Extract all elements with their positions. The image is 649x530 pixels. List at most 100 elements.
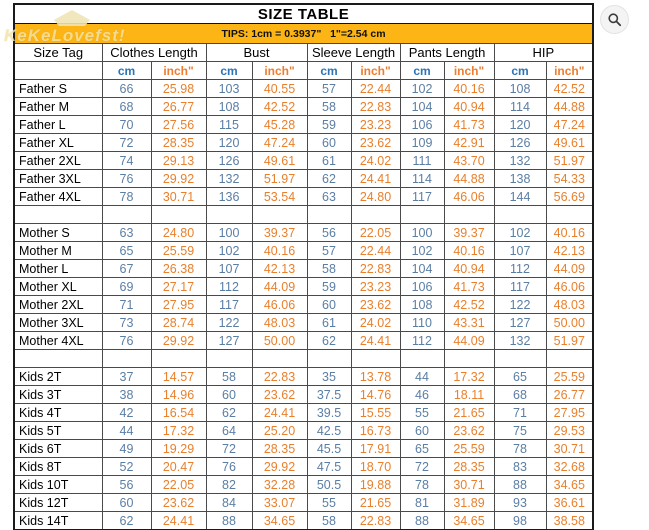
inch-value-cell: 16.73 bbox=[350, 421, 401, 440]
empty-cell bbox=[545, 205, 594, 224]
cm-value-cell: 115 bbox=[205, 115, 253, 134]
cm-value-cell: 81 bbox=[399, 493, 445, 512]
inch-value-cell: 47.24 bbox=[545, 115, 594, 134]
size-tag-cell: Father 3XL bbox=[13, 169, 103, 188]
size-tag-cell: Kids 3T bbox=[13, 385, 103, 404]
size-tag-cell: Mother 3XL bbox=[13, 313, 103, 332]
empty-cell bbox=[306, 349, 352, 368]
inch-value-cell: 51.97 bbox=[545, 331, 594, 350]
size-tag-cell: Mother 2XL bbox=[13, 295, 103, 314]
inch-value-cell: 25.59 bbox=[545, 367, 594, 386]
cm-value-cell: 69 bbox=[101, 277, 152, 296]
inch-value-cell: 44.09 bbox=[443, 331, 495, 350]
cm-value-cell: 107 bbox=[205, 259, 253, 278]
cm-value-cell: 76 bbox=[101, 169, 152, 188]
cm-value-cell: 108 bbox=[493, 79, 547, 98]
inch-value-cell: 42.52 bbox=[443, 295, 495, 314]
inch-value-cell: 27.17 bbox=[150, 277, 207, 296]
size-tag-cell: Kids 10T bbox=[13, 475, 103, 494]
cm-value-cell: 62 bbox=[205, 403, 253, 422]
inch-value-cell: 30.71 bbox=[443, 475, 495, 494]
empty-cell bbox=[443, 349, 495, 368]
cm-value-cell: 46 bbox=[399, 385, 445, 404]
cm-value-cell: 84 bbox=[205, 493, 253, 512]
empty-cell bbox=[101, 349, 152, 368]
inch-value-cell: 14.57 bbox=[150, 367, 207, 386]
section-spacer-row bbox=[13, 349, 594, 368]
cm-value-cell: 71 bbox=[493, 403, 547, 422]
cm-value-cell: 72 bbox=[205, 439, 253, 458]
cm-value-cell: 55 bbox=[306, 493, 352, 512]
cm-value-cell: 60 bbox=[101, 493, 152, 512]
cm-value-cell: 127 bbox=[205, 331, 253, 350]
empty-cell bbox=[13, 349, 103, 368]
inch-value-cell: 24.02 bbox=[350, 313, 401, 332]
size-tag-cell: Father 4XL bbox=[13, 187, 103, 206]
cm-value-cell: 65 bbox=[493, 367, 547, 386]
column-header-size-tag: Size Tag bbox=[13, 43, 103, 62]
inch-value-cell: 40.16 bbox=[251, 241, 308, 260]
cm-value-cell: 50.5 bbox=[306, 475, 352, 494]
table-row: Mother M 65 25.59 102 40.16 57 22.44 102 40.16 10… bbox=[13, 241, 594, 260]
cm-value-cell: 42.5 bbox=[306, 421, 352, 440]
inch-value-cell: 44.09 bbox=[251, 277, 308, 296]
cm-value-cell: 57 bbox=[306, 241, 352, 260]
inch-value-cell: 25.59 bbox=[443, 439, 495, 458]
cm-value-cell: 109 bbox=[399, 133, 445, 152]
inch-value-cell: 27.56 bbox=[150, 115, 207, 134]
cm-value-cell: 126 bbox=[493, 133, 547, 152]
empty-cell bbox=[399, 349, 445, 368]
cm-value-cell: 49 bbox=[101, 439, 152, 458]
cm-value-cell: 114 bbox=[493, 97, 547, 116]
inch-value-cell: 33.07 bbox=[251, 493, 308, 512]
inch-value-cell: 18.70 bbox=[350, 457, 401, 476]
empty-cell bbox=[251, 349, 308, 368]
cm-value-cell: 62 bbox=[306, 331, 352, 350]
empty-cell bbox=[545, 349, 594, 368]
empty-cell bbox=[493, 349, 547, 368]
inch-value-cell: 22.83 bbox=[350, 511, 401, 530]
size-tag-cell: Kids 2T bbox=[13, 367, 103, 386]
cm-value-cell: 60 bbox=[306, 133, 352, 152]
cm-value-cell: 114 bbox=[399, 169, 445, 188]
cm-value-cell: 72 bbox=[399, 457, 445, 476]
inch-value-cell: 44.88 bbox=[545, 97, 594, 116]
cm-value-cell: 83 bbox=[493, 457, 547, 476]
table-row: Kids 4T 42 16.54 62 24.41 39.5 15.55 55 21.65 71 2… bbox=[13, 403, 594, 422]
inch-value-cell: 27.95 bbox=[545, 403, 594, 422]
unit-header-inch: inch" bbox=[443, 61, 495, 80]
unit-header-cm: cm bbox=[101, 61, 152, 80]
inch-value-cell: 43.31 bbox=[443, 313, 495, 332]
inch-value-cell: 23.23 bbox=[350, 115, 401, 134]
table-row: Father L 70 27.56 115 45.28 59 23.23 106 41.73 12… bbox=[13, 115, 594, 134]
table-row: Father M 68 26.77 108 42.52 58 22.83 104 40.94 11… bbox=[13, 97, 594, 116]
inch-value-cell: 25.20 bbox=[251, 421, 308, 440]
cm-value-cell: 102 bbox=[399, 241, 445, 260]
inch-value-cell: 38.58 bbox=[545, 511, 594, 530]
cm-value-cell: 106 bbox=[399, 115, 445, 134]
cm-value-cell: 126 bbox=[205, 151, 253, 170]
table-row: Kids 12T 60 23.62 84 33.07 55 21.65 81 31.89 93 36… bbox=[13, 493, 594, 512]
inch-value-cell: 24.41 bbox=[251, 403, 308, 422]
cm-value-cell: 44 bbox=[399, 367, 445, 386]
inch-value-cell: 46.06 bbox=[443, 187, 495, 206]
inch-value-cell: 22.83 bbox=[251, 367, 308, 386]
size-tag-cell: Father XL bbox=[13, 133, 103, 152]
table-row: Kids 3T 38 14.96 60 23.62 37.5 14.76 46 18.11 68 2… bbox=[13, 385, 594, 404]
size-tag-cell: Kids 5T bbox=[13, 421, 103, 440]
inch-value-cell: 51.97 bbox=[251, 169, 308, 188]
inch-value-cell: 28.35 bbox=[150, 133, 207, 152]
table-row: Mother L 67 26.38 107 42.13 58 22.83 104 40.94 11… bbox=[13, 259, 594, 278]
inch-value-cell: 40.16 bbox=[443, 241, 495, 260]
cm-value-cell: 93 bbox=[493, 493, 547, 512]
size-tag-cell: Father S bbox=[13, 79, 103, 98]
inch-value-cell: 32.28 bbox=[251, 475, 308, 494]
cm-value-cell: 78 bbox=[101, 187, 152, 206]
inch-value-cell: 25.59 bbox=[150, 241, 207, 260]
empty-cell bbox=[350, 349, 401, 368]
zoom-button[interactable] bbox=[600, 5, 629, 34]
inch-value-cell: 24.80 bbox=[150, 223, 207, 242]
size-tag-cell: Father L bbox=[13, 115, 103, 134]
cm-value-cell: 35 bbox=[306, 367, 352, 386]
